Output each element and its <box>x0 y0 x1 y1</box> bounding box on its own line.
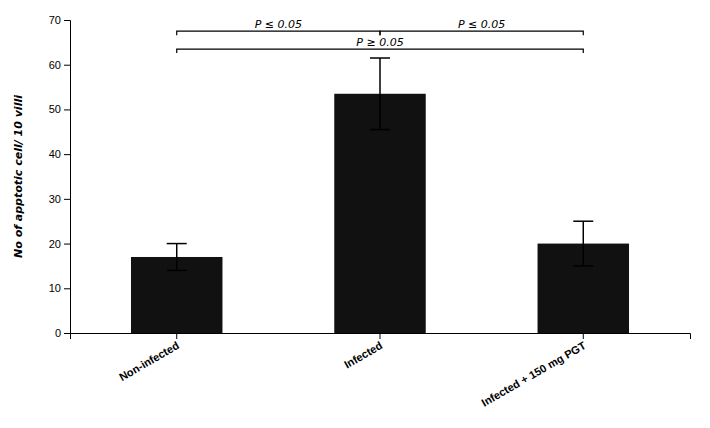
y-tick: 20 <box>49 238 70 250</box>
error-bar <box>167 244 187 271</box>
bracket-line <box>380 31 583 35</box>
error-bar-cap <box>370 129 390 131</box>
bracket-line <box>177 31 380 35</box>
x-tick: Infected <box>342 333 385 371</box>
error-bar-stem <box>176 244 178 271</box>
y-tick-mark <box>64 20 70 21</box>
y-tick-label: 30 <box>49 193 61 205</box>
x-tick-mark <box>380 333 381 339</box>
bracket-label: P ≤ 0.05 <box>255 18 302 31</box>
y-tick-label: 20 <box>49 238 61 250</box>
y-tick-mark <box>64 333 70 334</box>
y-tick-label: 10 <box>49 282 61 294</box>
error-bar-cap <box>370 57 390 59</box>
bar <box>334 94 425 333</box>
y-tick-label: 60 <box>49 59 61 71</box>
error-bar-cap <box>573 265 593 267</box>
bracket: P ≥ 0.05 <box>177 36 584 53</box>
bracket-label: P ≥ 0.05 <box>356 36 403 49</box>
marks <box>131 58 629 333</box>
y-tick-mark <box>64 244 70 245</box>
y-tick-mark <box>64 154 70 155</box>
y-tick-mark <box>64 65 70 66</box>
y-axis-title: No of apptotic cell/ 10 villi <box>12 95 25 258</box>
y-tick: 30 <box>49 193 70 205</box>
y-tick-label: 70 <box>49 14 61 26</box>
x-tick: Non-infected <box>117 333 181 383</box>
annotations: P ≤ 0.05 P ≤ 0.05 P ≥ 0.05 <box>177 18 584 53</box>
y-tick-label: 0 <box>55 327 61 339</box>
y-tick: 0 <box>55 327 70 339</box>
y-tick-label: 50 <box>49 103 61 115</box>
y-tick: 10 <box>49 282 70 294</box>
chart: 0 10 20 30 40 50 60 70 Non-infected Infected Infec… <box>0 0 710 428</box>
bracket-line <box>177 49 584 53</box>
x-tick-label: Infected + 150 mg PGT <box>479 339 588 409</box>
y-axis-line <box>64 21 71 334</box>
y-tick: 40 <box>49 148 70 160</box>
bracket: P ≤ 0.05 <box>380 18 583 35</box>
x-axis: Non-infected Infected Infected + 150 mg PG… <box>71 333 691 409</box>
y-tick-label: 40 <box>49 148 61 160</box>
x-tick-mark <box>176 333 177 339</box>
y-tick: 50 <box>49 103 70 115</box>
error-bar-cap <box>573 220 593 222</box>
x-tick: Infected + 150 mg PGT <box>479 333 588 409</box>
x-tick-label: Infected <box>342 339 385 370</box>
error-bar <box>370 58 390 130</box>
error-bar-cap <box>167 270 187 272</box>
y-tick-mark <box>64 109 70 110</box>
x-axis-line <box>71 334 691 340</box>
x-tick-mark <box>583 333 584 339</box>
x-tick-label: Non-infected <box>117 339 181 383</box>
y-tick-mark <box>64 199 70 200</box>
y-tick: 70 <box>49 14 70 26</box>
error-bar-stem <box>379 58 381 130</box>
plot: 0 10 20 30 40 50 60 70 Non-infected Infected Infec… <box>12 14 691 409</box>
error-bar-stem <box>583 221 585 266</box>
error-bar-cap <box>167 243 187 245</box>
y-tick: 60 <box>49 59 70 71</box>
bracket-label: P ≤ 0.05 <box>458 18 505 31</box>
y-axis: 0 10 20 30 40 50 60 70 <box>49 14 71 339</box>
bracket: P ≤ 0.05 <box>177 18 380 35</box>
error-bar <box>573 221 593 266</box>
y-tick-mark <box>64 288 70 289</box>
